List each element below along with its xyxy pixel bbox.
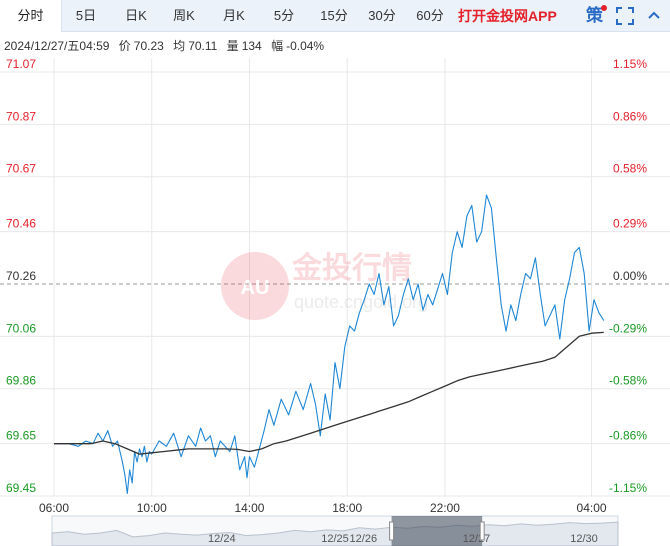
tab-5min[interactable]: 5分	[273, 8, 295, 23]
tab-5day[interactable]: 5日	[75, 8, 97, 23]
price-tick-label: 70.87	[6, 109, 36, 123]
price-axis: 71.07 70.87 70.67 70.46 70.26 70.06 69.86 69.65…	[6, 58, 36, 495]
timeshare-chart[interactable]: AU 金投行情 quote.cngold.org 71.07 70.87 70.67…	[0, 58, 670, 546]
price-tick-label: 71.07	[6, 58, 36, 71]
quote-datetime: 2024/12/27/五04:59	[4, 39, 110, 53]
price-tick-label: 69.45	[6, 481, 36, 495]
navigator-date-label: 12/25	[321, 533, 349, 545]
average-line	[54, 331, 604, 455]
watermark-url: quote.cngold.org	[294, 292, 428, 312]
tab-30min[interactable]: 30分	[368, 8, 396, 23]
price-value: 70.23	[133, 39, 164, 53]
navigator-date-label: 12/27	[463, 533, 491, 545]
price-tick-label: 70.26	[6, 269, 36, 283]
avg-value: 70.11	[188, 39, 218, 53]
tab-daily-k[interactable]: 日K	[125, 8, 147, 23]
percent-tick-label: 0.86%	[613, 109, 647, 123]
percent-axis: 1.15% 0.86% 0.58% 0.29% 0.00% -0.29% -0.58% -0.…	[609, 58, 647, 495]
change-label: 幅	[271, 39, 284, 53]
price-tick-label: 69.65	[6, 429, 36, 443]
change-value: -0.04%	[286, 39, 325, 53]
tab-15min[interactable]: 15分	[320, 8, 348, 23]
price-label: 价	[118, 39, 131, 53]
tab-60min[interactable]: 60分	[416, 8, 444, 23]
watermark-brand: 金投行情	[291, 251, 412, 286]
percent-tick-label: -0.29%	[609, 321, 647, 335]
time-tick-label: 22:00	[430, 501, 460, 515]
percent-tick-label: -1.15%	[609, 481, 647, 495]
tab-monthly-k[interactable]: 月K	[223, 8, 245, 23]
navigator-date-label: 12/24	[208, 533, 236, 545]
time-tick-label: 06:00	[39, 501, 69, 515]
percent-tick-label: 0.58%	[613, 162, 647, 176]
strategy-button[interactable]: 策	[586, 6, 603, 25]
price-tick-label: 70.46	[6, 217, 36, 231]
percent-tick-label: -0.86%	[609, 429, 647, 443]
tab-timeshare[interactable]: 分时	[0, 0, 62, 32]
navigator-handle-right[interactable]	[479, 521, 485, 541]
time-tick-label: 14:00	[234, 501, 264, 515]
quote-info-bar: 2024/12/27/五04:59 价 70.23 均 70.11 量 134 幅 -0…	[4, 37, 330, 55]
collapse-icon[interactable]	[646, 8, 662, 24]
navigator-handle-left[interactable]	[389, 521, 395, 541]
time-axis: 06:00 10:00 14:00 18:00 22:00 04:00	[39, 501, 607, 515]
time-tick-label: 10:00	[137, 501, 167, 515]
navigator-window[interactable]	[391, 516, 483, 546]
navigator-date-label: 12/30	[570, 533, 598, 545]
notification-dot	[601, 5, 607, 11]
price-tick-label: 70.67	[6, 162, 36, 176]
chart-series	[54, 194, 605, 494]
volume-label: 量	[226, 39, 239, 53]
percent-tick-label: 1.15%	[613, 58, 647, 71]
time-tick-label: 04:00	[577, 501, 607, 515]
price-line	[54, 194, 605, 494]
tab-weekly-k[interactable]: 周K	[173, 8, 195, 23]
price-tick-label: 69.86	[6, 374, 36, 388]
open-app-link[interactable]: 打开金投网APP	[458, 8, 557, 24]
fullscreen-icon[interactable]	[616, 7, 634, 25]
price-tick-label: 70.06	[6, 321, 36, 335]
time-tick-label: 18:00	[332, 501, 362, 515]
percent-tick-label: -0.58%	[609, 374, 647, 388]
chart-grid	[0, 58, 670, 497]
watermark: AU 金投行情 quote.cngold.org	[221, 251, 428, 320]
percent-tick-label: 0.29%	[613, 217, 647, 231]
navigator-date-label: 12/26	[350, 533, 378, 545]
period-tab-bar: 分时 5日 日K 周K 月K 5分 15分 30分 60分 打开金投网APP 策	[0, 0, 670, 32]
range-navigator[interactable]: 12/24 12/25 12/26 12/27 12/30	[51, 515, 619, 546]
avg-label: 均	[173, 39, 186, 53]
watermark-logo: AU	[241, 277, 270, 299]
volume-value: 134	[241, 39, 262, 53]
percent-tick-label: 0.00%	[613, 269, 647, 283]
